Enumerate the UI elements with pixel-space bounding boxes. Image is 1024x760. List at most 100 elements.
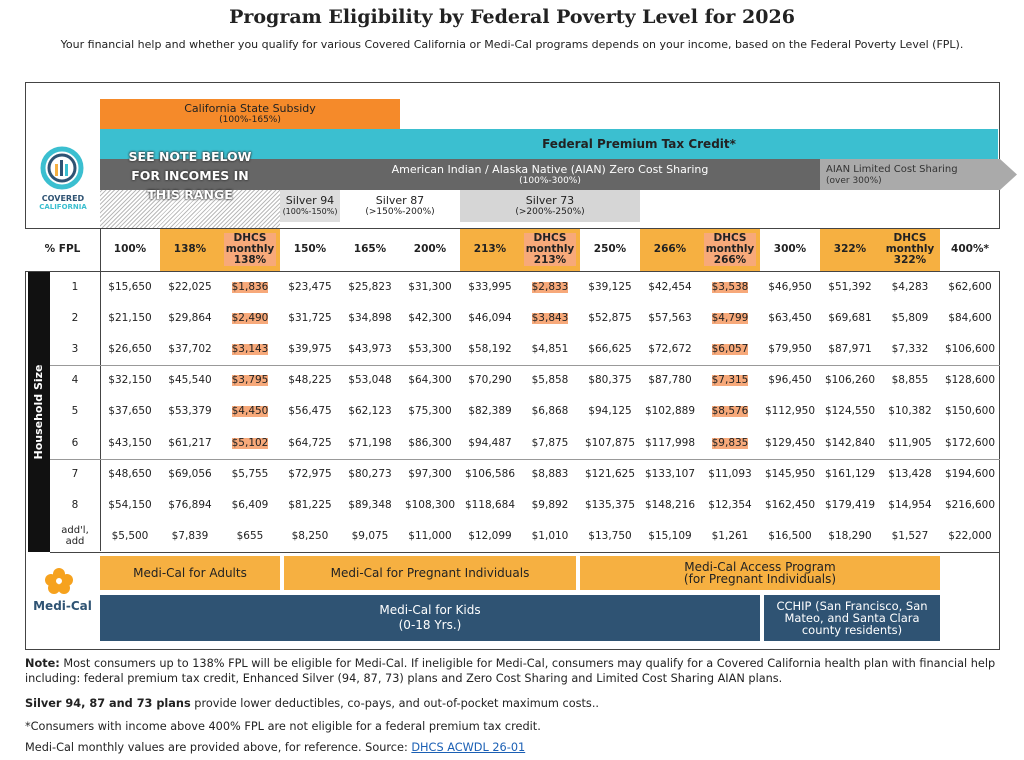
value-cell: $61,217 [160,428,220,459]
value-cell: $106,600 [940,334,1000,365]
source-text: Medi-Cal monthly values are provided abo… [25,741,408,754]
row-label-text: 8 [71,498,79,511]
value-cell: $39,125 [580,272,640,303]
column-header: DHCS monthly 213% [520,228,580,271]
value-text: $72,975 [288,467,332,480]
value-text: $63,450 [768,312,812,325]
value-cell: $62,123 [340,396,400,427]
value-cell: $11,000 [400,521,460,552]
column-header: 150% [280,228,340,271]
value-text: $1,836 [231,281,269,294]
value-text: $7,875 [531,436,569,449]
row-label: 4 [50,365,100,396]
value-text: $94,487 [468,436,512,449]
aian-zero-band: American Indian / Alaska Native (AIAN) Z… [280,159,820,190]
value-text: $52,875 [588,312,632,325]
header-rule [25,228,1000,229]
value-text: $172,600 [944,436,996,449]
column-header: 322% [820,228,880,271]
band-range: (100%-150%) [282,207,338,216]
value-cell: $3,538 [700,272,760,303]
value-cell: $71,198 [340,428,400,459]
value-text: $106,586 [464,467,516,480]
band-range: (>200%-250%) [515,207,585,217]
value-cell: $57,563 [640,303,700,334]
value-cell: $64,725 [280,428,340,459]
value-text: $14,954 [888,498,932,511]
note-label: Note: [25,657,60,670]
silver-73: Silver 73 (>200%-250%) [460,190,640,222]
value-text: $9,075 [351,529,389,542]
value-cell: $46,094 [460,303,520,334]
value-text: $8,250 [291,529,329,542]
value-text: $12,099 [468,529,512,542]
value-text: $5,809 [891,312,929,325]
value-cell: $8,250 [280,521,340,552]
column-header: 100% [100,228,160,271]
row-label: 2 [50,303,100,334]
value-text: $102,889 [644,405,696,418]
value-text: $64,300 [408,374,452,387]
aian-limited-band: AIAN Limited Cost Sharing (over 300%) [826,159,986,190]
column-header: DHCS monthly 266% [700,228,760,271]
value-cell: $18,290 [820,521,880,552]
value-cell: $37,702 [160,334,220,365]
column-header: 200% [400,228,460,271]
value-text: $34,898 [348,312,392,325]
value-cell: $121,625 [580,459,640,490]
value-text: $5,858 [531,374,569,387]
cchip: CCHIP (San Francisco, San Mateo, and San… [764,595,940,641]
column-header-text: 300% [773,243,807,255]
value-cell: $3,795 [220,365,280,396]
logo-bar [55,164,58,176]
source-link[interactable]: DHCS ACWDL 26-01 [411,741,526,754]
value-text: $16,500 [768,529,812,542]
medi-cal-kids: Medi-Cal for Kids (0-18 Yrs.) [100,595,760,641]
value-text: $18,290 [828,529,872,542]
value-text: $42,454 [648,281,692,294]
value-text: $121,625 [584,467,636,480]
silver-note: Silver 94, 87 and 73 plans provide lower… [25,696,1000,711]
value-text: $150,600 [944,405,996,418]
value-cell: $53,300 [400,334,460,365]
row-label-text: 7 [71,467,79,480]
title: Program Eligibility by Federal Poverty L… [229,6,795,28]
column-header-text: DHCS monthly 266% [704,232,756,266]
value-text: $10,382 [888,405,932,418]
value-text: $4,283 [891,281,929,294]
value-text: $8,576 [711,405,749,418]
arrow-shape [820,159,1017,190]
value-text: $39,975 [288,343,332,356]
column-header: 213% [460,228,520,271]
value-text: $9,835 [711,436,749,449]
value-cell: $8,855 [880,365,940,396]
value-cell: $43,973 [340,334,400,365]
silver-87: Silver 87 (>150%-200%) [340,190,460,222]
value-text: $7,315 [711,374,749,387]
value-text: $145,950 [764,467,816,480]
value-text: $128,600 [944,374,996,387]
value-text: $7,839 [171,529,209,542]
value-cell: $48,225 [280,365,340,396]
medi-cal-logo [45,568,73,594]
medi-cal-access: Medi-Cal Access Program (for Pregnant In… [580,556,940,590]
column-header: 266% [640,228,700,271]
row-label-text: 6 [71,436,79,449]
value-text: $42,300 [408,312,452,325]
row-label-text: 2 [71,312,79,325]
value-cell: $145,950 [760,459,820,490]
logo-text: COVERED [41,194,85,203]
value-cell: $1,527 [880,521,940,552]
value-text: $179,419 [824,498,876,511]
value-text: $135,375 [584,498,636,511]
medi-cal-label: Medi-Cal [33,599,92,613]
value-cell: $112,950 [760,396,820,427]
row-label: 3 [50,334,100,365]
value-text: $39,125 [588,281,632,294]
value-text: $6,057 [711,343,749,356]
value-cell: $89,348 [340,490,400,521]
value-cell: $2,833 [520,272,580,303]
value-text: $76,894 [168,498,212,511]
value-cell: $148,216 [640,490,700,521]
value-text: $1,010 [531,529,569,542]
